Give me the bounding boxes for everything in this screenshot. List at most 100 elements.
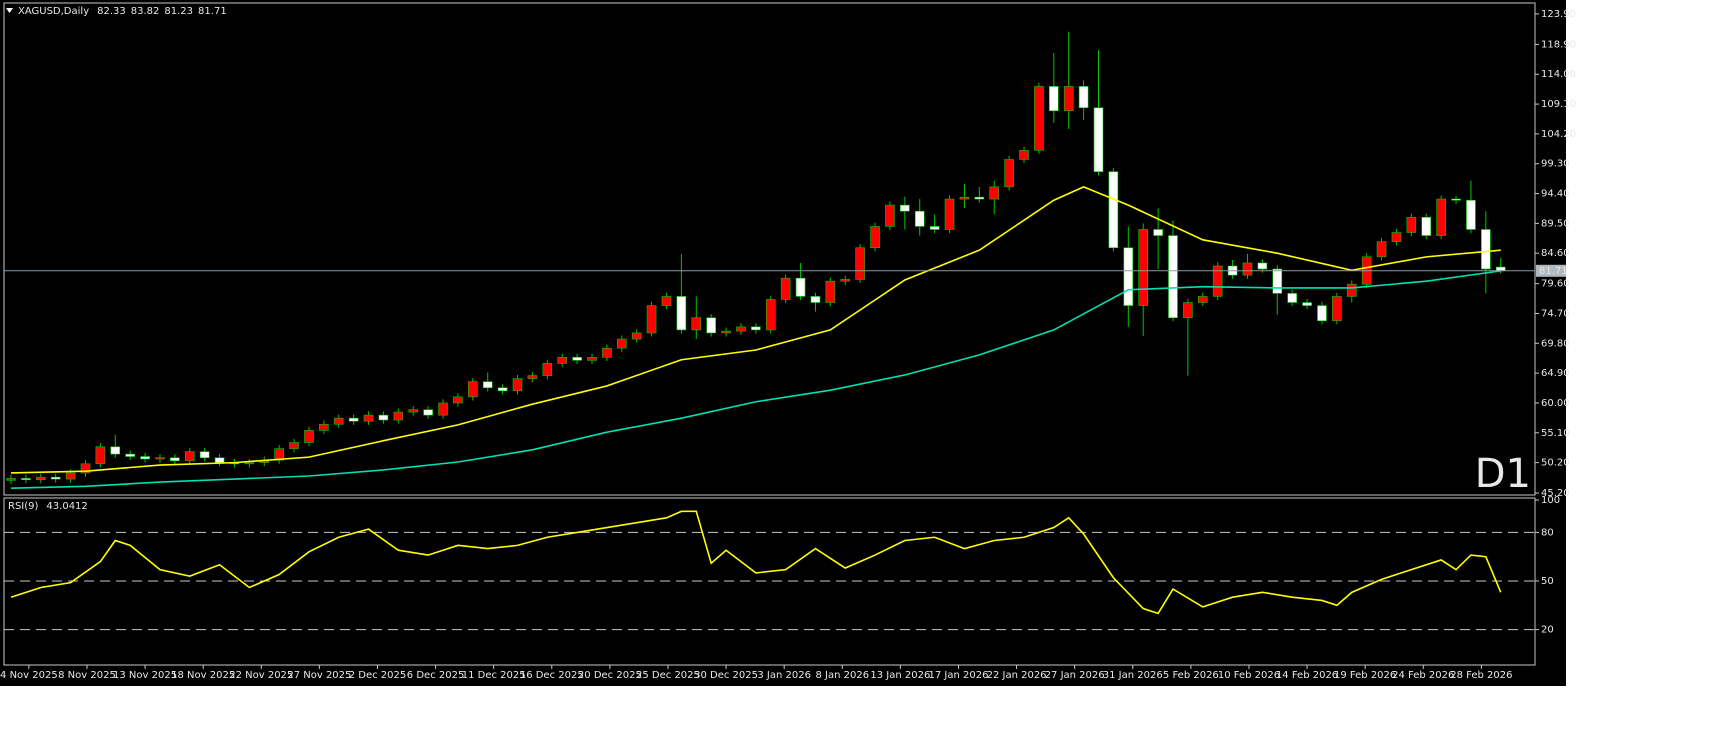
candle-body	[780, 277, 791, 300]
y-tick-label: 109.10	[1541, 99, 1576, 110]
candle-body	[363, 414, 374, 422]
x-tick-label: 5 Feb 2026	[1163, 670, 1219, 681]
rsi-title: RSI(9)	[8, 501, 39, 512]
y-tick-label: 114.00	[1541, 69, 1576, 80]
candle-body	[840, 279, 851, 282]
candle-body	[1451, 198, 1461, 201]
candle-body	[468, 381, 478, 398]
header-value: 83.82	[131, 6, 160, 17]
candle-body	[736, 326, 746, 332]
candle-body	[1481, 229, 1491, 270]
x-tick-label: 4 Nov 2025	[0, 670, 58, 681]
candle-body	[393, 411, 404, 421]
y-tick-label: 74.70	[1541, 308, 1570, 319]
candle-body	[572, 357, 582, 361]
x-tick-label: 28 Feb 2026	[1450, 670, 1512, 681]
candle-body	[289, 442, 299, 449]
candle-body	[1272, 268, 1283, 294]
x-tick-label: 6 Dec 2025	[407, 670, 465, 681]
x-tick-label: 27 Nov 2025	[287, 670, 351, 681]
candle-body	[557, 357, 568, 364]
x-tick-label: 19 Feb 2026	[1334, 670, 1396, 681]
header-value: 81.23	[164, 6, 193, 17]
x-tick-label: 14 Feb 2026	[1276, 670, 1338, 681]
header-value: 82.33	[97, 6, 126, 17]
candle-body	[21, 478, 31, 480]
candle-body	[140, 456, 150, 460]
candle-body	[110, 446, 121, 455]
x-tick-label: 24 Feb 2026	[1392, 670, 1454, 681]
y-tick-label: 118.90	[1541, 39, 1576, 50]
line-series	[10, 270, 1501, 489]
x-tick-label: 17 Jan 2026	[928, 670, 988, 681]
y-tick-label: 50	[1541, 576, 1554, 587]
line-series	[10, 185, 1501, 474]
candle-body	[1436, 198, 1446, 236]
candle-body	[1123, 247, 1134, 306]
candle-body	[35, 476, 46, 480]
candle-body	[1153, 229, 1163, 236]
candle-body	[691, 317, 702, 331]
candle-body	[1317, 305, 1327, 322]
candle-body	[706, 317, 716, 334]
candle-body	[1495, 266, 1506, 272]
candle-body	[974, 196, 985, 200]
y-tick-label: 123.90	[1541, 9, 1576, 20]
header-value: 43.0412	[46, 501, 87, 512]
candle-body	[751, 326, 761, 331]
line-series	[10, 510, 1502, 615]
candle-body	[1078, 86, 1089, 109]
candle-body	[1138, 229, 1148, 306]
candle-body	[870, 226, 880, 249]
candle-body	[453, 396, 463, 404]
candle-body	[214, 457, 225, 463]
candle-body	[1212, 265, 1223, 297]
candle-body	[1346, 283, 1357, 297]
y-tick-label: 60.00	[1541, 398, 1570, 409]
y-tick-label: 20	[1541, 625, 1554, 636]
candle-body	[333, 417, 344, 425]
candle-body	[646, 305, 657, 334]
price-panel	[3, 2, 1536, 496]
x-tick-label: 18 Nov 2025	[171, 670, 235, 681]
y-tick-label: 64.90	[1541, 368, 1570, 379]
candle-body	[587, 357, 597, 361]
candle-body	[765, 299, 776, 331]
x-tick-label: 2 Dec 2025	[349, 670, 407, 681]
candle-body	[95, 446, 106, 465]
candle-body	[1466, 199, 1476, 230]
y-tick-label: 45.20	[1541, 488, 1570, 499]
y-tick-label: 84.60	[1541, 248, 1570, 259]
candle-body	[527, 375, 538, 379]
price-tag-label: 81.71	[1539, 266, 1568, 277]
candle-body	[631, 332, 642, 340]
candle-body	[885, 204, 895, 227]
menu-arrow[interactable]	[6, 8, 13, 13]
candle-body	[795, 277, 806, 297]
candle-body	[900, 204, 910, 212]
candle-body	[65, 472, 76, 480]
candle-body	[1302, 302, 1312, 306]
candle-body	[378, 414, 389, 421]
candle-body	[1004, 159, 1014, 188]
x-tick-label: 3 Jan 2026	[757, 670, 811, 681]
x-tick-label: 13 Jan 2026	[870, 670, 930, 681]
candle-body	[1421, 216, 1432, 236]
candle-body	[1108, 171, 1119, 249]
candle-body	[616, 338, 627, 349]
chart-title: XAGUSD,Daily	[18, 6, 89, 17]
y-tick-label: 100	[1541, 495, 1560, 506]
x-tick-label: 11 Dec 2025	[462, 670, 526, 681]
y-tick-label: 50.20	[1541, 458, 1570, 469]
price-tag	[1536, 264, 1566, 277]
candle-body	[274, 448, 284, 461]
candle-body	[125, 453, 135, 457]
candle-body	[855, 247, 865, 280]
timeframe-label: D1	[1475, 451, 1531, 497]
candle-body	[1287, 293, 1297, 303]
candle-body	[1242, 262, 1253, 276]
candle-body	[1257, 262, 1268, 270]
candle-body	[170, 457, 180, 462]
x-tick-label: 22 Jan 2026	[987, 670, 1047, 681]
x-tick-label: 22 Nov 2025	[229, 670, 293, 681]
